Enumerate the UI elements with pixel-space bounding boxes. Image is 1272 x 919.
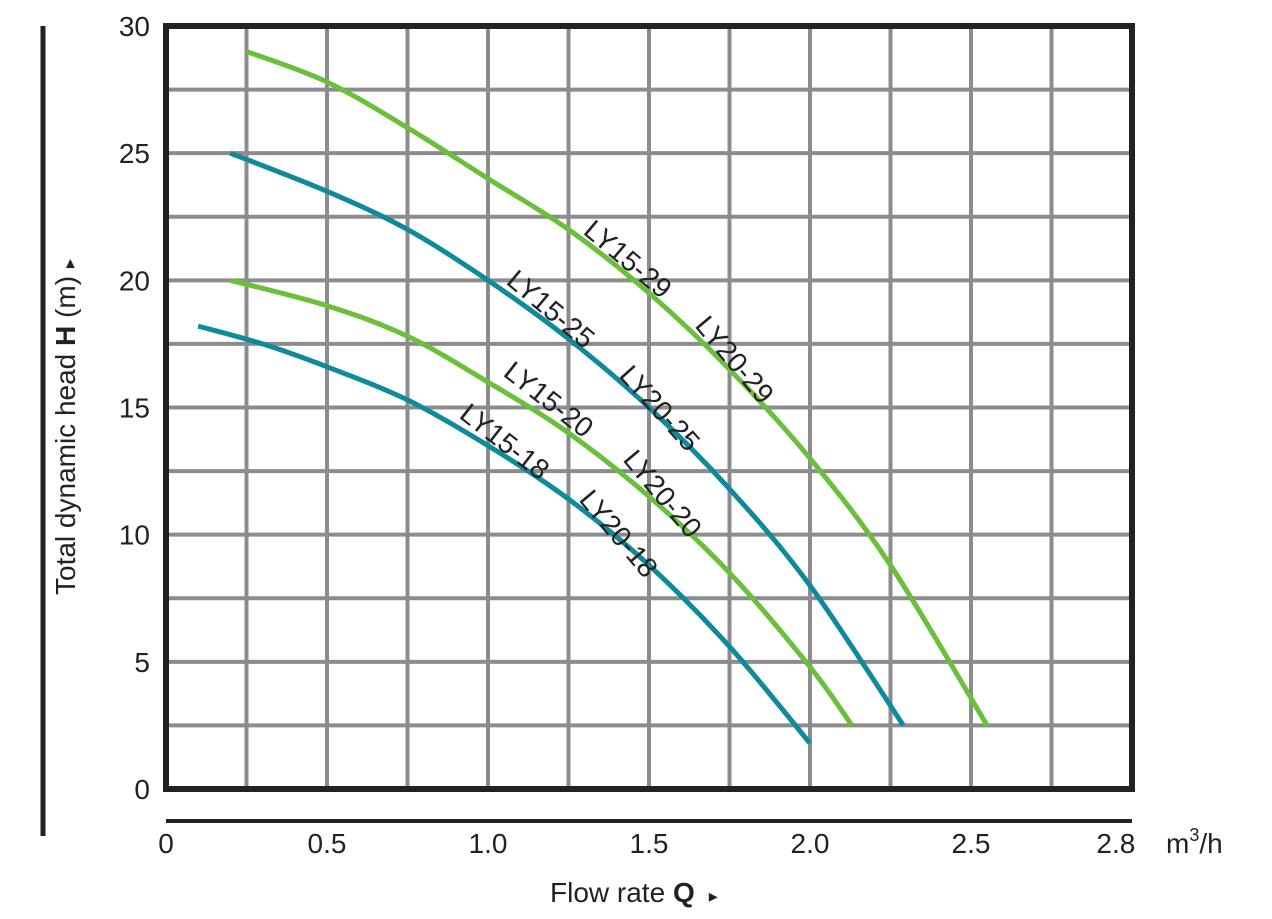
y-tick-label: 10 [119, 520, 150, 551]
series-label-ly15-29: LY15-29 [578, 214, 677, 304]
y-tick-label: 15 [119, 393, 150, 424]
x-tick-label: 0 [158, 828, 174, 859]
y-tick-labels: 0 5 10 15 20 25 30 [119, 11, 150, 805]
series-line-ly15-25 [229, 150, 906, 727]
y-tick-label: 25 [119, 138, 150, 169]
y-tick-label: 30 [119, 11, 150, 42]
x-tick-label: 1.5 [630, 828, 669, 859]
frame [163, 23, 1135, 823]
x-tick-label: 2.8 [1096, 828, 1135, 859]
x-tick-label: 2.0 [791, 828, 830, 859]
y-tick-label: 20 [119, 265, 150, 296]
y-axis-title: Total dynamic head H (m)▸ [50, 259, 81, 595]
series-line-ly15-18 [197, 323, 812, 745]
x-tick-label: 0.5 [308, 828, 347, 859]
series-label-ly20-29: LY20-29 [689, 310, 779, 409]
series-label-ly15-25: LY15-25 [501, 264, 600, 354]
y-tick-label: 0 [134, 774, 150, 805]
x-tick-label: 2.5 [952, 828, 991, 859]
x-tick-label: 1.0 [469, 828, 508, 859]
x-axis-title: Flow rate Q ▸ [550, 877, 718, 908]
series-line-ly15-20 [229, 277, 854, 727]
series-line-ly15-29 [245, 49, 990, 727]
curves [197, 49, 990, 745]
x-unit-label: m3/h [1166, 825, 1223, 859]
x-tick-labels: 0 0.5 1.0 1.5 2.0 2.5 2.8 [158, 828, 1135, 859]
y-tick-label: 5 [134, 647, 150, 678]
plot-frame [163, 23, 1135, 792]
